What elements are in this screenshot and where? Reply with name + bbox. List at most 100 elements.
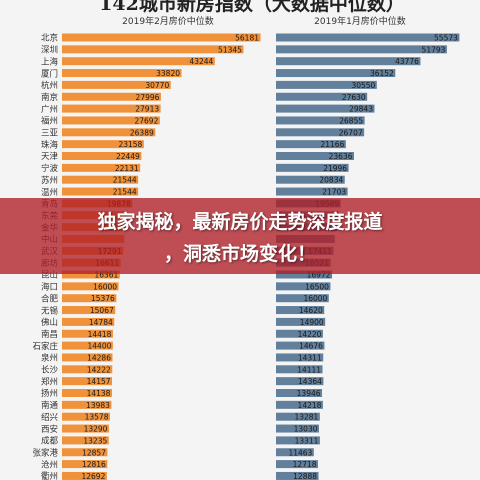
jan-bar: [276, 412, 320, 421]
jan-value-label: 21166: [320, 140, 344, 149]
jan-bar: [276, 175, 345, 184]
left-panel-subtitle: 2019年2月房价中位数: [122, 15, 214, 27]
feb-bar: [62, 69, 182, 78]
jan-value-label: 12888: [293, 472, 317, 480]
category-label: 广州: [41, 104, 58, 115]
banner-subline: ，洞悉市场变化！: [163, 243, 316, 265]
jan-value-label: 13030: [294, 425, 318, 434]
jan-value-label: 29843: [349, 105, 373, 114]
category-label: 扬州: [41, 388, 58, 399]
feb-bar: [62, 282, 119, 291]
jan-bar: [276, 69, 396, 78]
right-panel-subtitle: 2019年1月房价中位数: [314, 15, 406, 27]
category-label: 宁波: [41, 163, 59, 174]
feb-bar: [62, 270, 120, 279]
category-label: 深圳: [41, 45, 58, 56]
feb-bar: [62, 460, 108, 469]
category-label: 上海: [41, 56, 59, 67]
category-label: 北京: [41, 33, 58, 44]
feb-bar: [62, 341, 113, 350]
jan-value-label: 36152: [370, 69, 394, 78]
feb-bar: [62, 128, 156, 137]
category-label: 福州: [41, 116, 58, 127]
feb-bar: [62, 294, 117, 303]
category-label: 石家庄: [32, 341, 58, 352]
feb-bar: [62, 152, 142, 160]
jan-value-label: 51793: [422, 45, 446, 54]
feb-bar: [62, 116, 160, 125]
feb-bar: [62, 163, 141, 172]
feb-bar: [62, 33, 261, 42]
feb-value-label: 15376: [91, 294, 115, 303]
category-label: 长沙: [41, 365, 59, 376]
jan-bar: [276, 353, 324, 362]
jan-bar: [276, 341, 325, 350]
feb-value-label: 14784: [89, 318, 113, 327]
feb-value-label: 23158: [118, 140, 142, 149]
category-label: 昆山: [41, 270, 58, 281]
jan-bar: [276, 116, 365, 125]
feb-value-label: 51345: [218, 45, 242, 54]
feb-value-label: 27692: [134, 116, 158, 125]
feb-bar: [62, 187, 139, 196]
jan-bar: [276, 187, 348, 196]
feb-value-label: 15067: [90, 306, 114, 315]
feb-value-label: 12816: [82, 460, 106, 469]
category-label: 南通: [41, 400, 59, 411]
category-label: 西安: [41, 424, 58, 435]
feb-bar: [62, 57, 215, 66]
jan-bar: [276, 400, 323, 409]
feb-bar: [62, 80, 171, 89]
jan-bar: [276, 163, 349, 172]
category-label: 海口: [41, 282, 58, 293]
category-label: 沧州: [41, 459, 58, 470]
jan-bar: [276, 140, 346, 149]
jan-value-label: 16500: [305, 282, 329, 291]
jan-value-label: 13311: [295, 436, 319, 445]
feb-bar: [62, 471, 107, 480]
jan-value-label: 23636: [329, 152, 353, 161]
jan-bar: [276, 329, 323, 338]
category-label: 苏州: [41, 175, 58, 186]
jan-value-label: 55573: [434, 34, 458, 43]
jan-value-label: 30550: [351, 81, 375, 90]
feb-value-label: 14286: [87, 353, 111, 362]
feb-bar: [62, 412, 110, 421]
category-label: 无锡: [41, 306, 59, 316]
jan-bar: [276, 57, 421, 66]
feb-value-label: 16000: [93, 282, 117, 291]
jan-bar: [276, 80, 377, 89]
jan-value-label: 26707: [339, 128, 363, 137]
feb-value-label: 30770: [145, 81, 169, 90]
jan-value-label: 14311: [298, 353, 322, 362]
category-label: 珠海: [41, 139, 59, 150]
feb-bar: [62, 400, 112, 409]
jan-value-label: 14218: [298, 401, 322, 410]
feb-value-label: 12857: [82, 448, 106, 457]
jan-bar: [276, 294, 329, 303]
jan-bar: [276, 365, 323, 374]
jan-value-label: 14620: [299, 306, 323, 315]
feb-bar: [62, 329, 113, 338]
jan-bar: [276, 424, 319, 433]
feb-value-label: 13235: [83, 436, 107, 445]
jan-value-label: 21703: [322, 188, 346, 197]
jan-bar: [276, 317, 326, 326]
feb-bar: [62, 140, 144, 149]
feb-bar: [62, 436, 109, 445]
jan-value-label: 14676: [299, 342, 323, 351]
category-label: 杭州: [41, 80, 58, 91]
feb-bar: [62, 377, 113, 386]
jan-value-label: 14111: [297, 365, 321, 374]
jan-bar: [276, 152, 354, 160]
jan-value-label: 16000: [303, 294, 327, 303]
feb-value-label: 13983: [86, 401, 110, 410]
jan-bar: [276, 471, 319, 480]
jan-bar: [276, 92, 368, 101]
category-label: 南京: [41, 92, 58, 103]
category-label: 佛山: [41, 317, 58, 328]
jan-value-label: 27630: [342, 93, 366, 102]
feb-value-label: 21544: [113, 176, 137, 185]
banner-headline: 独家揭秘，最新房价走势深度报道: [97, 211, 383, 233]
jan-value-label: 12718: [293, 460, 317, 469]
